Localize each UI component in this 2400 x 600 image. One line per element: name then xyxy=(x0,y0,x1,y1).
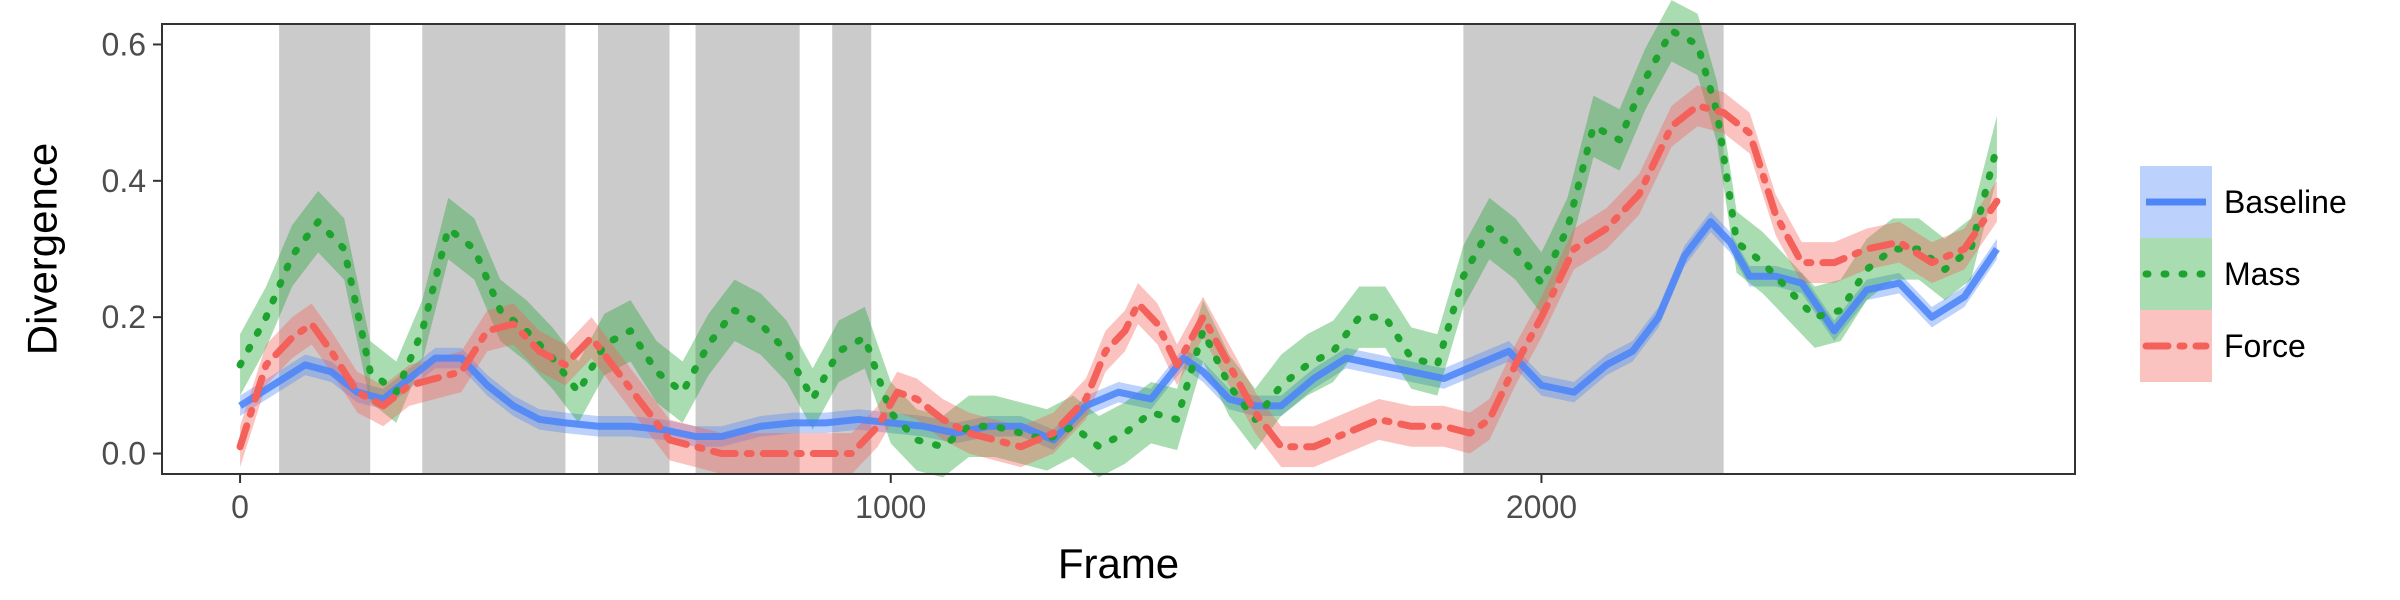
shaded-interval-1 xyxy=(422,24,566,474)
shaded-interval-2 xyxy=(597,24,670,474)
shaded-interval-5 xyxy=(1463,24,1724,474)
plot-panel-border xyxy=(161,23,2076,475)
legend-label-force: Force xyxy=(2224,328,2306,364)
force-line xyxy=(236,102,2001,458)
x-tick-label: 2000 xyxy=(1506,489,1577,525)
x-axis-title: Frame xyxy=(1058,540,1179,587)
legend: Baseline Mass Force xyxy=(2140,166,2347,382)
shaded-interval-3 xyxy=(695,24,800,474)
y-tick-label: 0.2 xyxy=(102,299,146,335)
legend-label-baseline: Baseline xyxy=(2224,184,2347,220)
x-tick-label: 0 xyxy=(231,489,249,525)
y-axis-title: Divergence xyxy=(19,143,66,355)
y-tick-label: 0.0 xyxy=(102,436,146,472)
baseline-line xyxy=(238,218,2000,444)
x-tick-label: 1000 xyxy=(855,489,926,525)
axes: 0 1000 2000 0.0 0.2 0.4 0.6 xyxy=(102,26,1578,525)
shaded-intervals xyxy=(279,24,1724,474)
mass-line xyxy=(236,27,2001,451)
y-tick-label: 0.4 xyxy=(102,163,146,199)
y-tick-label: 0.6 xyxy=(102,26,146,62)
shaded-interval-4 xyxy=(832,24,872,474)
series-lines xyxy=(236,27,2001,458)
legend-label-mass: Mass xyxy=(2224,256,2300,292)
